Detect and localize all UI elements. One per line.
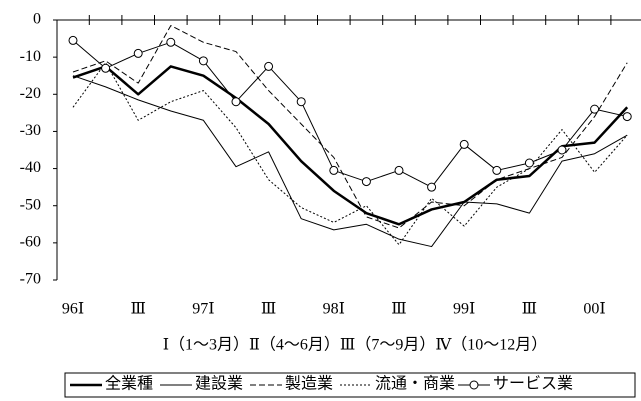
- point-marker: [557, 145, 567, 155]
- legend-label: 流通・商業: [375, 375, 455, 393]
- point-marker: [524, 158, 534, 168]
- point-marker: [133, 48, 143, 58]
- y-tick-label: -70: [20, 271, 41, 288]
- series-line: [72, 40, 628, 188]
- y-tick-label: -60: [20, 234, 41, 251]
- y-tick-label: -50: [20, 196, 41, 213]
- chart-subtitle: Ⅰ（1～3月）Ⅱ（4～6月）Ⅲ（7～9月）Ⅳ（10～12月）: [163, 336, 548, 354]
- legend-marker: [469, 380, 479, 390]
- x-tick-label: Ⅲ: [522, 301, 537, 318]
- point-marker: [492, 165, 502, 175]
- point-marker: [394, 165, 404, 175]
- point-marker: [459, 139, 469, 149]
- x-tick-label: 00Ⅰ: [583, 301, 605, 318]
- series-line: [72, 62, 628, 246]
- point-marker: [427, 182, 437, 192]
- point-marker: [264, 61, 274, 71]
- series-line: [72, 75, 628, 248]
- y-tick-label: -30: [20, 122, 41, 139]
- point-marker: [101, 63, 111, 73]
- point-marker: [590, 104, 600, 114]
- y-tick-label: -40: [20, 159, 41, 176]
- x-tick-label: 96Ⅰ: [62, 301, 84, 318]
- y-tick-label: 0: [33, 11, 41, 28]
- x-tick-label: 99Ⅰ: [453, 301, 475, 318]
- point-marker: [231, 97, 241, 107]
- series-line: [72, 25, 628, 229]
- point-marker: [166, 37, 176, 47]
- point-marker: [361, 177, 371, 187]
- point-marker: [296, 97, 306, 107]
- legend-label: 建設業: [195, 375, 243, 393]
- x-tick-label: 97Ⅰ: [192, 301, 214, 318]
- point-marker: [68, 35, 78, 45]
- point-marker: [198, 56, 208, 66]
- x-tick-label: Ⅲ: [130, 301, 145, 318]
- point-marker: [329, 165, 339, 175]
- legend-label: 全業種: [105, 375, 153, 393]
- x-tick-label: Ⅲ: [391, 301, 406, 318]
- legend-label: サービス業: [493, 375, 573, 393]
- x-tick-label: 98Ⅰ: [323, 301, 345, 318]
- point-marker: [622, 112, 632, 122]
- legend-label: 製造業: [285, 375, 333, 393]
- legend-box: [64, 372, 636, 398]
- series-line: [72, 65, 629, 226]
- y-tick-label: -20: [20, 85, 41, 102]
- x-tick-label: Ⅲ: [261, 301, 276, 318]
- y-tick-label: -10: [20, 48, 41, 65]
